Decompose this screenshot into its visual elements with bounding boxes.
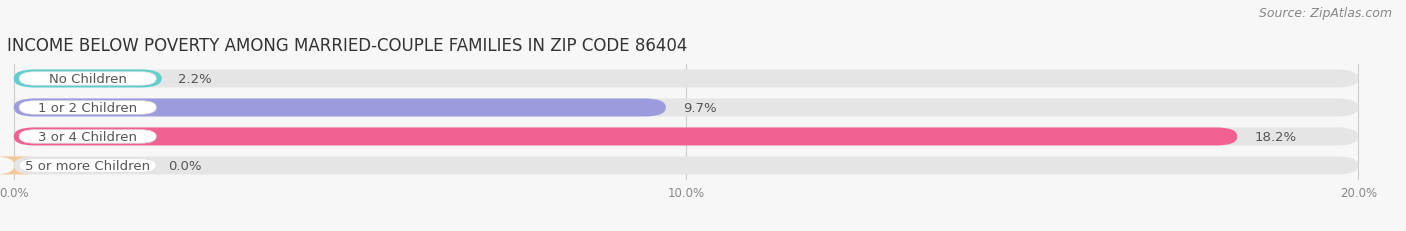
Text: INCOME BELOW POVERTY AMONG MARRIED-COUPLE FAMILIES IN ZIP CODE 86404: INCOME BELOW POVERTY AMONG MARRIED-COUPL… (7, 37, 688, 55)
FancyBboxPatch shape (20, 101, 156, 115)
Text: 18.2%: 18.2% (1254, 130, 1296, 143)
FancyBboxPatch shape (20, 130, 156, 144)
FancyBboxPatch shape (14, 99, 1358, 117)
Text: 0.0%: 0.0% (169, 159, 202, 172)
FancyBboxPatch shape (0, 157, 35, 175)
FancyBboxPatch shape (20, 159, 156, 173)
Text: 9.7%: 9.7% (683, 101, 716, 115)
Text: 3 or 4 Children: 3 or 4 Children (38, 130, 138, 143)
Text: 1 or 2 Children: 1 or 2 Children (38, 101, 138, 115)
FancyBboxPatch shape (14, 70, 162, 88)
FancyBboxPatch shape (14, 99, 666, 117)
FancyBboxPatch shape (14, 128, 1237, 146)
FancyBboxPatch shape (14, 157, 1358, 175)
Text: No Children: No Children (49, 73, 127, 86)
FancyBboxPatch shape (14, 70, 1358, 88)
Text: Source: ZipAtlas.com: Source: ZipAtlas.com (1258, 7, 1392, 20)
Text: 2.2%: 2.2% (179, 73, 212, 86)
FancyBboxPatch shape (20, 72, 156, 86)
FancyBboxPatch shape (14, 128, 1358, 146)
Text: 5 or more Children: 5 or more Children (25, 159, 150, 172)
